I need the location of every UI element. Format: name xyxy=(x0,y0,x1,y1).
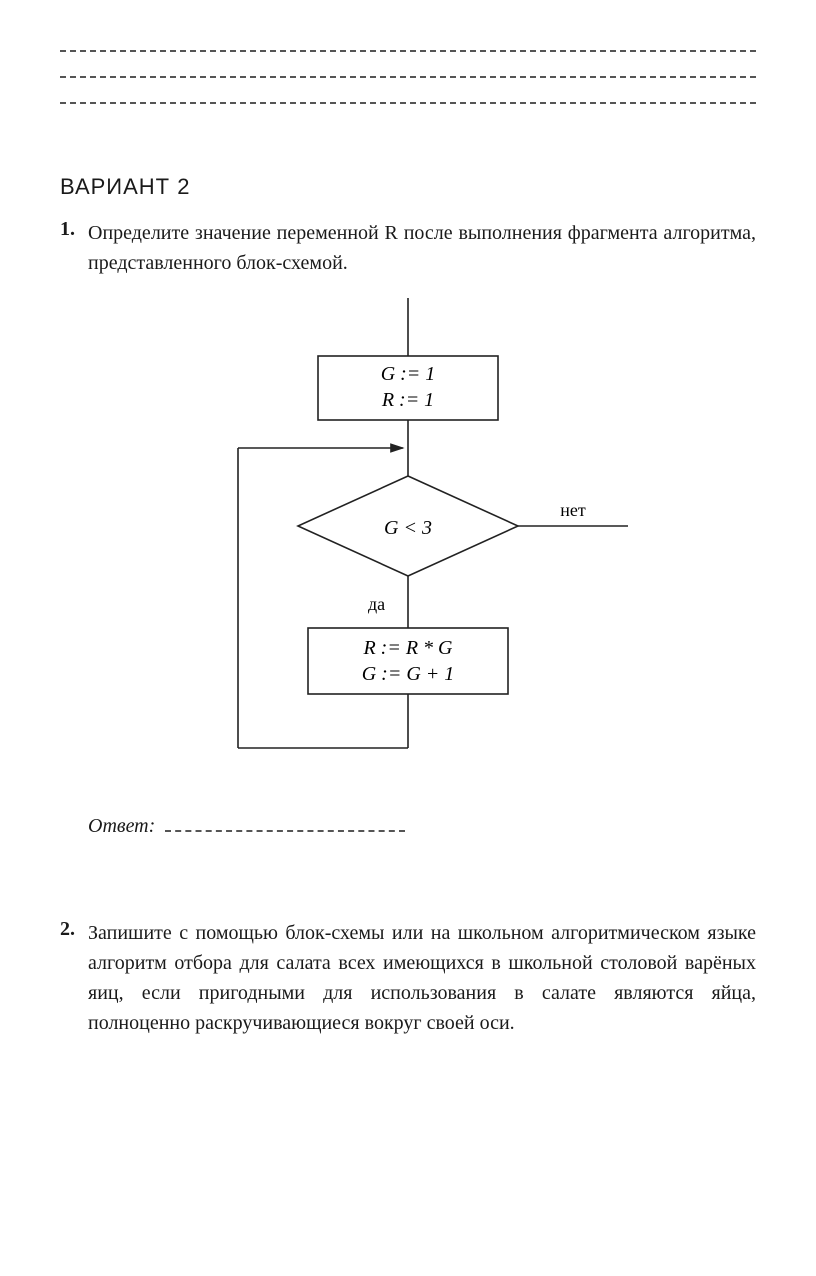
task-2-number: 2. xyxy=(60,918,88,1038)
answer-row: Ответ: xyxy=(88,808,756,838)
blank-line-3 xyxy=(60,102,756,104)
variant-title: ВАРИАНТ 2 xyxy=(60,174,756,200)
task-1-text: Определите значение переменной R после в… xyxy=(88,218,756,278)
flowchart-container: G := 1 R := 1 G < 3 нет да R := R * G G … xyxy=(60,298,756,788)
task-1: 1. Определите значение переменной R посл… xyxy=(60,218,756,278)
flow-yes-label: да xyxy=(368,594,385,614)
flow-body-line2: G := G + 1 xyxy=(362,663,455,685)
page: ВАРИАНТ 2 1. Определите значение перемен… xyxy=(0,0,816,1090)
flow-body-line1: R := R * G xyxy=(362,637,453,659)
flowchart-svg: G := 1 R := 1 G < 3 нет да R := R * G G … xyxy=(158,298,658,788)
flow-cond-text: G < 3 xyxy=(384,517,432,539)
task-2-text: Запишите с помощью блок-схемы или на шко… xyxy=(88,918,756,1038)
answer-blank[interactable] xyxy=(165,808,405,832)
task-2: 2. Запишите с помощью блок-схемы или на … xyxy=(60,918,756,1038)
flow-init-line1: G := 1 xyxy=(381,363,436,385)
blank-line-1 xyxy=(60,50,756,52)
flow-init-line2: R := 1 xyxy=(381,389,434,411)
task-1-number: 1. xyxy=(60,218,88,278)
flow-no-label: нет xyxy=(560,500,586,520)
answer-label: Ответ: xyxy=(88,815,155,838)
blank-line-2 xyxy=(60,76,756,78)
